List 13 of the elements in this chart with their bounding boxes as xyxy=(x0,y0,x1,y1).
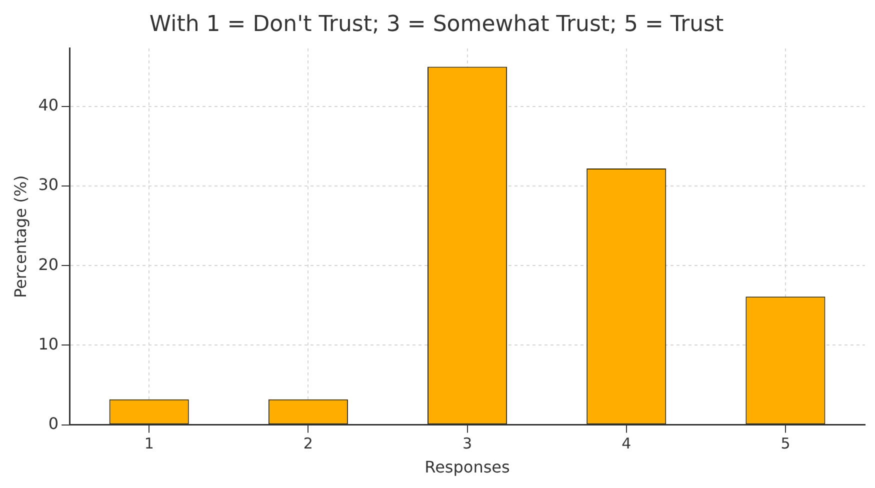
chart-title: With 1 = Don't Trust; 3 = Somewhat Trust; 5 = Trust xyxy=(149,12,724,37)
y-tick-label: 0 xyxy=(48,414,59,433)
x-tick-label: 3 xyxy=(462,434,472,453)
y-axis-title: Percentage (%) xyxy=(10,175,30,298)
y-tick-label: 40 xyxy=(38,96,59,115)
x-tick-label: 4 xyxy=(622,434,632,453)
y-tick-label: 10 xyxy=(38,334,59,354)
x-tick-label: 1 xyxy=(144,434,154,453)
x-tick-label: 2 xyxy=(303,434,313,453)
x-axis-title: Responses xyxy=(424,458,510,477)
y-tick-label: 30 xyxy=(38,175,59,194)
y-tick-label: 20 xyxy=(38,254,59,274)
x-tick-label: 5 xyxy=(780,434,790,453)
